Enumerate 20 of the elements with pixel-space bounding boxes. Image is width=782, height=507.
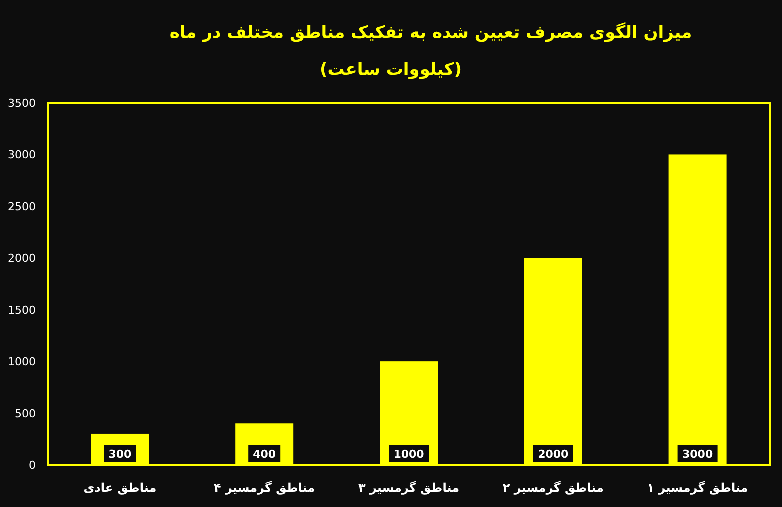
y-tick-label: 3000 (8, 148, 36, 162)
x-tick-label: مناطق گرمسیر ۲ (502, 481, 604, 495)
y-tick-label: 1000 (8, 356, 36, 369)
y-tick-label: 500 (15, 407, 36, 420)
x-tick-label: مناطق گرمسیر ۱ (647, 481, 748, 495)
x-tick-label: مناطق گرمسیر ۴ (214, 481, 316, 495)
chart-subtitle: (کیلووات ساعت) (320, 60, 462, 80)
y-tick-label: 0 (29, 459, 36, 472)
x-tick-label: مناطق گرمسیر ۳ (358, 481, 460, 495)
data-label: 400 (253, 448, 276, 461)
x-tick-label: مناطق عادی (84, 481, 157, 495)
data-label: 3000 (682, 448, 714, 461)
chart-title: میزان الگوی مصرف تعیین شده به تفکیک مناطق مختلف در ماه (170, 22, 692, 43)
y-tick-label: 2500 (8, 200, 36, 214)
data-label: 2000 (538, 448, 570, 461)
y-tick-label: 2000 (8, 252, 36, 266)
y-tick-label: 1500 (8, 304, 36, 317)
data-label: 300 (108, 448, 132, 461)
y-tick-label: 3500 (8, 97, 36, 110)
data-label: 1000 (394, 448, 425, 461)
